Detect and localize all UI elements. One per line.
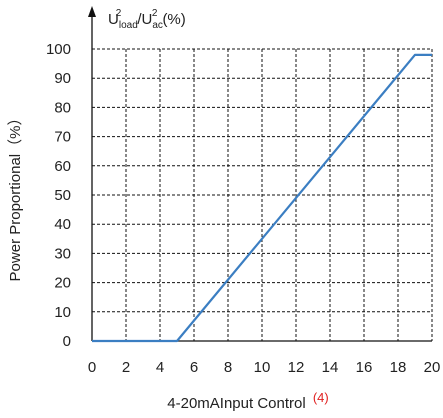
y-tick-label: 10 [54,304,71,321]
y-tick-label: 90 [54,70,71,87]
x-axis-label-text: 4-20mAInput Control [167,395,305,412]
y-tick-label: 100 [46,41,71,58]
x-tick-label: 10 [254,359,271,376]
formula-sup-1: 2 [116,8,122,19]
axes [88,6,432,342]
y-tick-label: 30 [54,245,71,262]
y-axis-arrow [88,6,96,17]
y-tick-label: 80 [54,99,71,116]
formula-sup-2: 2 [152,8,158,19]
formula-percent: (%) [162,11,185,28]
x-tick-label: 20 [424,359,441,376]
y-tick-label: 70 [54,129,71,146]
x-tick-label: 6 [190,359,198,376]
x-tick-label: 12 [288,359,305,376]
y-axis-formula: Uload2/Uac2 (%) [108,8,186,31]
y-tick-label: 20 [54,275,71,292]
y-tick-label: 0 [63,333,71,350]
y-tick-label: 50 [54,187,71,204]
tick-labels: 0 2 4 6 8 10 12 14 16 18 20 0 10 20 30 40 50 60 70 80 90 100 [46,41,440,376]
x-tick-label: 14 [322,359,339,376]
x-axis-note: (4) [313,390,329,405]
x-tick-label: 4 [156,359,164,376]
grid [92,48,433,341]
x-tick-label: 16 [356,359,373,376]
x-axis-label: 4-20mAInput Control (4) [167,390,328,412]
x-tick-label: 0 [88,359,96,376]
series-line [92,53,432,343]
x-tick-label: 2 [122,359,130,376]
series [92,53,432,343]
formula-slash-u: /U [137,11,152,28]
y-tick-label: 60 [54,158,71,175]
formula-u1: U [108,11,119,28]
y-axis-label: Power Proportional（%） [7,111,24,282]
formula-sub-ac: ac [152,20,163,31]
x-tick-label: 18 [390,359,407,376]
y-tick-label: 40 [54,216,71,233]
x-tick-label: 8 [224,359,232,376]
formula-sub-load: load [119,20,138,31]
